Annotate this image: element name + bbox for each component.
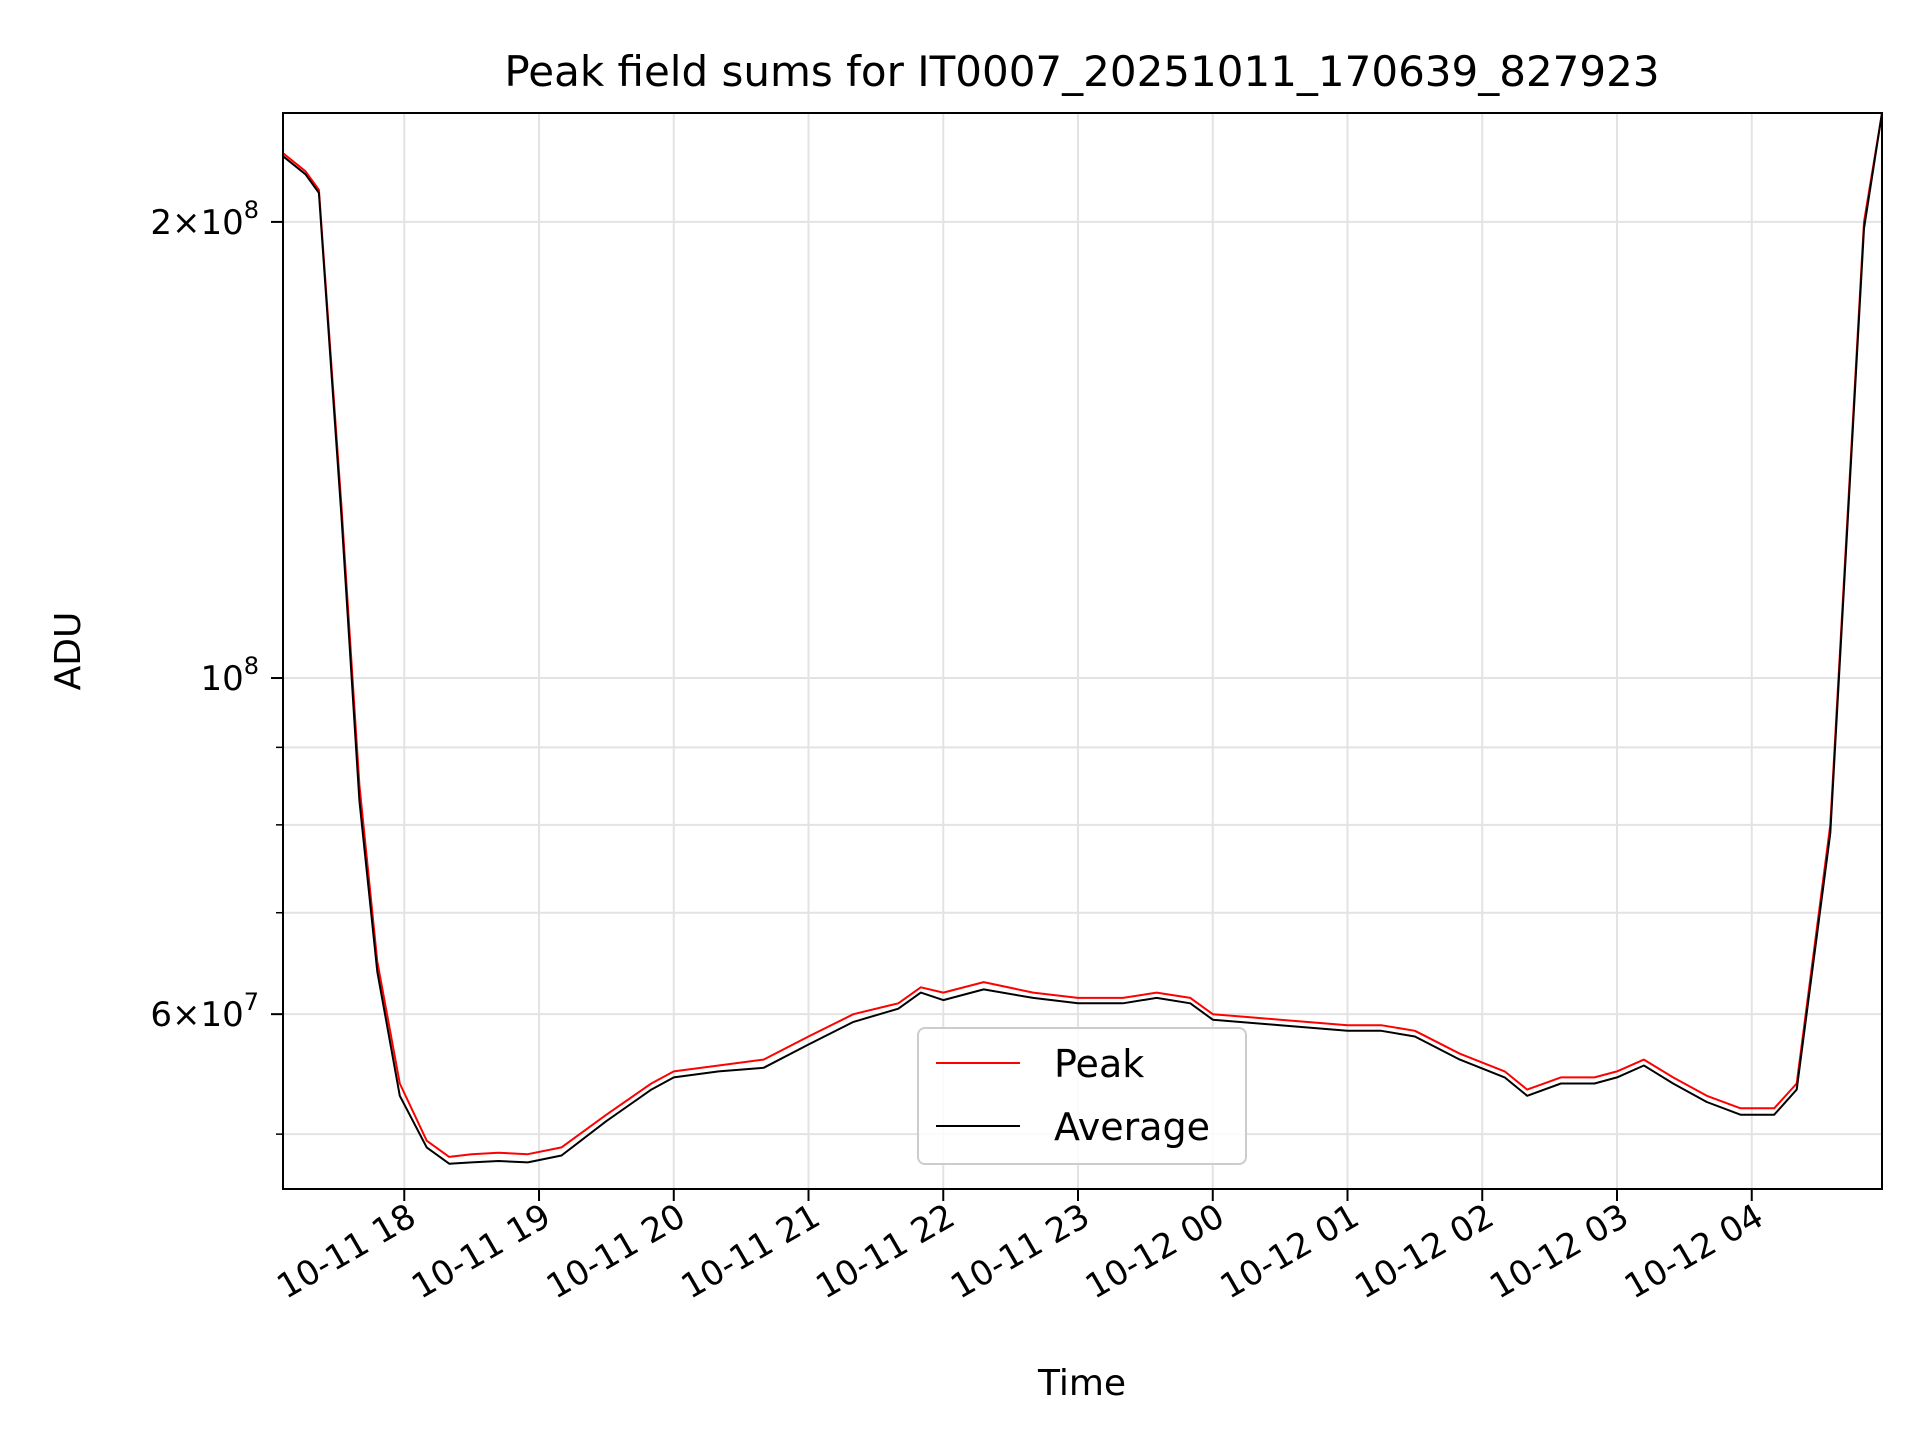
series-line-peak (283, 113, 1882, 1158)
legend-label-average: Average (1054, 1105, 1210, 1149)
series-line-average (283, 113, 1882, 1165)
legend-label-peak: Peak (1054, 1042, 1144, 1086)
y-tick-label: 6×107 (150, 988, 259, 1035)
y-tick-label: 108 (200, 652, 259, 699)
y-axis: 6×107 108 2×108 (150, 196, 283, 1135)
legend: Peak Average (917, 1027, 1247, 1165)
series-layer (283, 113, 1882, 1165)
y-axis-label: ADU (48, 612, 89, 691)
y-tick-label: 2×108 (150, 196, 259, 243)
plot-frame (282, 112, 1883, 1190)
chart-title: Peak field sums for IT0007_20251011_1706… (504, 47, 1659, 96)
grid (283, 113, 1882, 1189)
x-axis-label: Time (1037, 1363, 1126, 1404)
